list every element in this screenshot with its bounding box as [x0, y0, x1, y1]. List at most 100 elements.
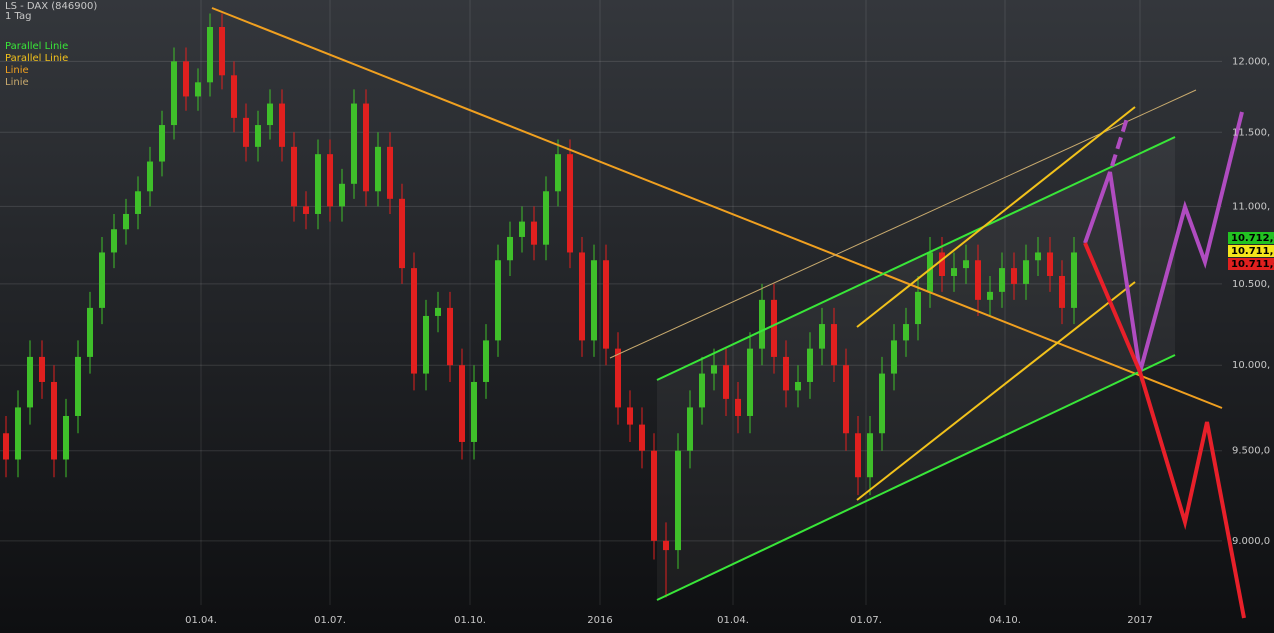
candle-body — [579, 252, 585, 341]
y-tick-label: 12.000, — [1232, 56, 1270, 67]
candle-body — [99, 252, 105, 308]
candle-body — [87, 307, 93, 357]
projection — [1083, 242, 1246, 619]
candle-body — [183, 61, 189, 97]
candle-body — [879, 373, 885, 434]
candle-body — [519, 221, 525, 237]
candle-body — [459, 365, 465, 442]
drawings — [211, 7, 1246, 619]
candle-body — [15, 407, 21, 460]
price-tag-label: 10.712,0 — [1231, 233, 1274, 244]
candle-body — [435, 307, 441, 316]
y-tick-label: 11.000, — [1232, 201, 1270, 212]
grid — [0, 0, 1222, 605]
candle-body — [711, 365, 717, 374]
candle-body — [759, 299, 765, 349]
candle-body — [567, 154, 573, 253]
candle-body — [723, 365, 729, 399]
candle-body — [483, 340, 489, 382]
candle-body — [699, 373, 705, 408]
candle-body — [3, 433, 9, 460]
candle-body — [291, 146, 297, 207]
channel-area — [657, 137, 1175, 600]
candle-body — [339, 183, 345, 207]
candle-body — [855, 433, 861, 478]
candle-body — [423, 315, 429, 374]
candle-body — [411, 268, 417, 374]
candle-body — [315, 154, 321, 214]
projection — [1083, 111, 1244, 373]
candle-body — [615, 348, 621, 408]
candle-body — [627, 407, 633, 425]
candle-body — [207, 26, 213, 83]
candle-body — [591, 260, 597, 341]
legend-entry: Parallel Linie — [5, 53, 68, 64]
chart-subtitle: 1 Tag — [5, 11, 31, 22]
candle-body — [267, 103, 273, 126]
candle-body — [195, 82, 201, 97]
legend-entry: Linie — [5, 65, 29, 76]
candle-body — [603, 260, 609, 349]
candle-body — [327, 154, 333, 207]
candle-body — [471, 381, 477, 442]
candle-body — [843, 365, 849, 434]
candle-body — [111, 229, 117, 253]
candle-body — [363, 103, 369, 192]
channel-line — [656, 354, 1176, 601]
candle-body — [495, 260, 501, 341]
candle-body — [75, 356, 81, 416]
candle-body — [543, 191, 549, 245]
candle-body — [639, 424, 645, 451]
projection — [1110, 114, 1130, 167]
channel-line — [856, 106, 1136, 328]
candle-body — [147, 161, 153, 192]
x-tick-label: 01.04. — [717, 615, 749, 626]
y-axis: 12.000, 11.500, 11.000, 10.500, 10.000, 9.500… — [185, 56, 1274, 626]
candle-body — [975, 260, 981, 300]
candle-body — [27, 356, 33, 408]
x-tick-label: 2017 — [1127, 615, 1152, 626]
candle-body — [303, 206, 309, 214]
candle-body — [351, 103, 357, 184]
candle-body — [1047, 252, 1053, 276]
candle-body — [1023, 260, 1029, 284]
candle-body — [279, 103, 285, 147]
y-tick-label: 10.000, — [1232, 360, 1270, 371]
candle-body — [831, 324, 837, 366]
price-tag — [1228, 232, 1274, 244]
candle-body — [915, 291, 921, 325]
candle-body — [1071, 252, 1077, 308]
candle-body — [735, 398, 741, 416]
candle-body — [891, 340, 897, 374]
channel-line — [656, 136, 1176, 381]
y-tick-label: 9.000,0 — [1232, 536, 1270, 547]
trend-line — [211, 7, 1223, 409]
candle-body — [555, 154, 561, 192]
chart-title: LS - DAX (846900) — [5, 1, 97, 12]
candle-body — [51, 381, 57, 460]
candle-body — [219, 26, 225, 76]
candle-body — [387, 146, 393, 199]
y-tick-label: 11.500, — [1232, 127, 1270, 138]
candle-body — [399, 198, 405, 269]
candle-body — [447, 307, 453, 366]
candle-body — [687, 407, 693, 451]
candle-body — [747, 348, 753, 416]
candle-body — [1011, 268, 1017, 284]
candle-body — [795, 381, 801, 391]
candle-body — [231, 75, 237, 118]
candle-body — [771, 299, 777, 357]
x-tick-label: 01.10. — [454, 615, 486, 626]
candle-body — [783, 356, 789, 391]
candle-body — [675, 450, 681, 551]
candle-body — [939, 252, 945, 276]
candle-body — [159, 125, 165, 162]
trend-line — [609, 89, 1197, 359]
candle-body — [255, 125, 261, 147]
candle-body — [1059, 275, 1065, 308]
candle-body — [171, 61, 177, 126]
candle-body — [39, 356, 45, 382]
candle-body — [507, 236, 513, 261]
y-tick-label: 10.500, — [1232, 279, 1270, 290]
